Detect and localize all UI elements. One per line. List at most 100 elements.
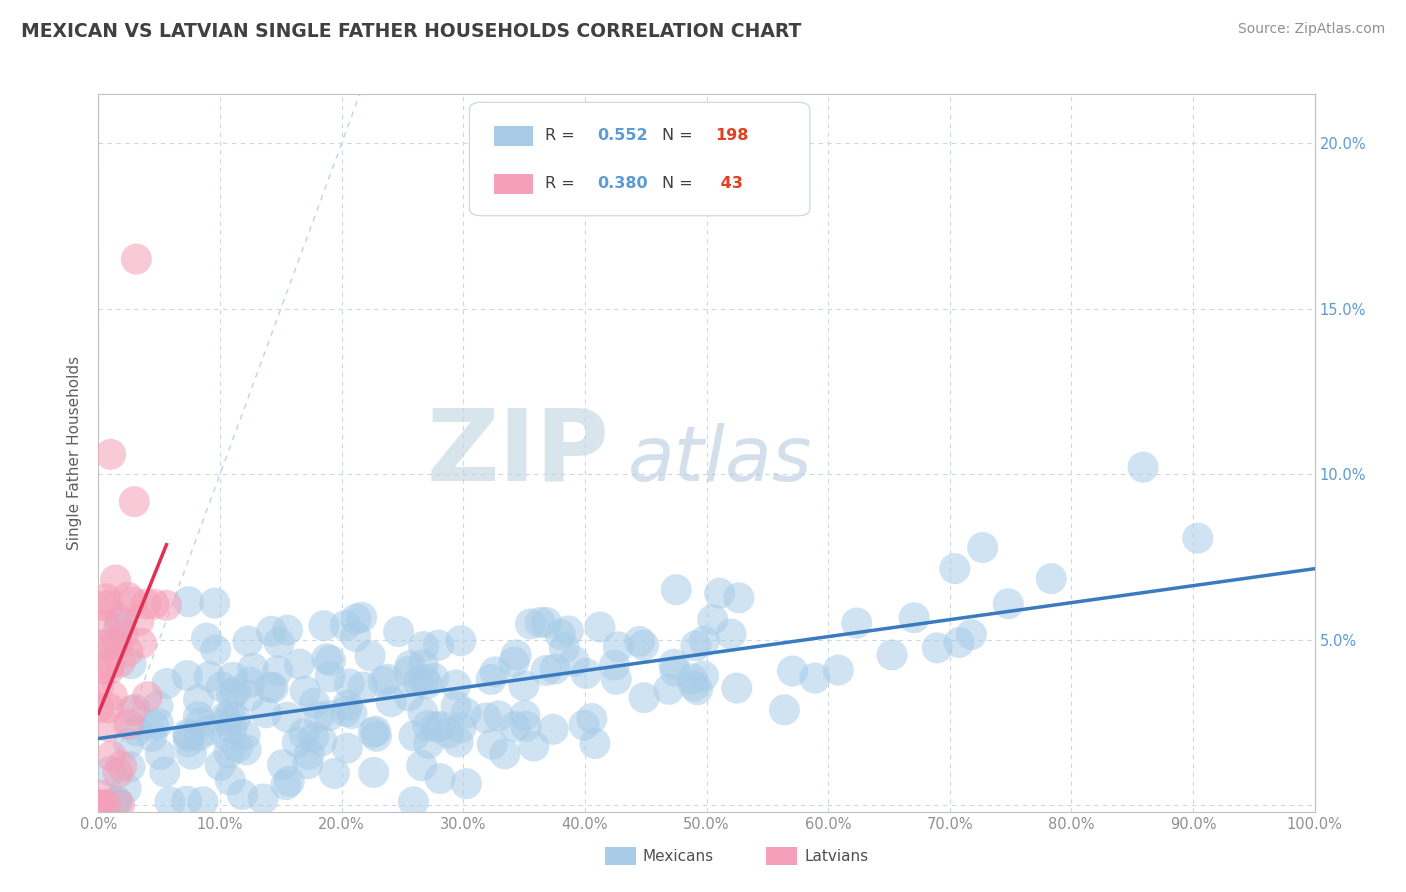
Mexicans <box>323 766 346 780</box>
Mexicans <box>662 657 685 672</box>
Mexicans <box>115 781 138 796</box>
Mexicans <box>425 720 447 734</box>
Mexicans <box>693 634 716 648</box>
Mexicans <box>366 729 388 743</box>
Mexicans <box>308 709 330 723</box>
Mexicans <box>262 681 284 695</box>
Mexicans <box>557 624 579 638</box>
Mexicans <box>238 689 260 703</box>
Latvians <box>135 597 157 611</box>
Latvians <box>97 719 120 733</box>
Mexicans <box>444 698 467 713</box>
Mexicans <box>204 643 226 657</box>
Latvians <box>89 638 111 652</box>
Text: N =: N = <box>661 128 697 143</box>
Mexicans <box>534 664 557 678</box>
Mexicans <box>422 671 444 685</box>
Mexicans <box>107 621 129 635</box>
Mexicans <box>304 696 326 710</box>
Latvians <box>89 663 111 677</box>
Mexicans <box>288 657 311 671</box>
Latvians <box>121 703 143 717</box>
Mexicans <box>572 718 595 732</box>
FancyBboxPatch shape <box>470 103 810 216</box>
Text: ZIP: ZIP <box>426 404 609 501</box>
Mexicans <box>231 788 253 802</box>
Mexicans <box>153 764 176 779</box>
Mexicans <box>94 638 117 652</box>
Mexicans <box>412 706 434 720</box>
Mexicans <box>276 623 298 637</box>
Mexicans <box>236 634 259 648</box>
Mexicans <box>683 679 706 693</box>
Latvians <box>89 798 111 813</box>
Text: MEXICAN VS LATVIAN SINGLE FATHER HOUSEHOLDS CORRELATION CHART: MEXICAN VS LATVIAN SINGLE FATHER HOUSEHO… <box>21 22 801 41</box>
Latvians <box>104 573 127 587</box>
Text: Latvians: Latvians <box>804 849 869 863</box>
Mexicans <box>260 624 283 639</box>
Latvians <box>117 717 139 731</box>
Mexicans <box>311 733 333 747</box>
Mexicans <box>880 648 903 662</box>
Mexicans <box>159 795 181 809</box>
Mexicans <box>156 676 179 690</box>
Mexicans <box>523 739 546 753</box>
Mexicans <box>117 737 139 751</box>
Mexicans <box>633 690 655 705</box>
Mexicans <box>773 703 796 717</box>
Mexicans <box>418 736 440 750</box>
Mexicans <box>503 720 526 734</box>
Mexicans <box>536 615 558 630</box>
Mexicans <box>725 681 748 695</box>
Mexicans <box>219 708 242 723</box>
Mexicans <box>285 735 308 749</box>
Mexicans <box>319 654 342 668</box>
Mexicans <box>214 710 236 724</box>
Mexicans <box>412 640 434 654</box>
Mexicans <box>402 729 425 743</box>
Mexicans <box>187 729 209 743</box>
Mexicans <box>513 679 536 693</box>
Mexicans <box>233 728 256 742</box>
Mexicans <box>146 699 169 714</box>
Mexicans <box>176 727 198 741</box>
Mexicans <box>335 618 357 632</box>
Latvians <box>100 749 122 764</box>
Latvians <box>108 798 131 813</box>
Mexicans <box>399 658 422 673</box>
Mexicans <box>224 685 246 699</box>
Mexicans <box>380 695 402 709</box>
FancyBboxPatch shape <box>494 126 533 146</box>
Mexicans <box>728 591 751 605</box>
Mexicans <box>454 706 477 721</box>
Latvians <box>108 615 131 630</box>
Mexicans <box>180 747 202 761</box>
Mexicans <box>149 747 172 762</box>
Mexicans <box>553 640 575 655</box>
Mexicans <box>124 702 146 716</box>
Mexicans <box>176 794 198 808</box>
Mexicans <box>804 671 827 685</box>
Latvians <box>94 591 117 606</box>
Mexicans <box>191 795 214 809</box>
Mexicans <box>481 737 503 751</box>
Mexicans <box>1040 572 1063 586</box>
Mexicans <box>363 765 385 780</box>
FancyBboxPatch shape <box>494 174 533 194</box>
Latvians <box>97 599 120 613</box>
Latvians <box>97 701 120 715</box>
Mexicans <box>1187 531 1209 545</box>
Latvians <box>110 759 132 773</box>
Mexicans <box>110 613 132 627</box>
Mexicans <box>103 795 125 809</box>
Mexicans <box>429 719 451 733</box>
Mexicans <box>337 677 360 691</box>
Latvians <box>107 765 129 780</box>
Latvians <box>121 595 143 609</box>
Latvians <box>87 700 110 714</box>
Y-axis label: Single Father Households: Single Father Households <box>67 356 83 549</box>
Mexicans <box>318 708 340 723</box>
Mexicans <box>529 615 551 630</box>
Latvians <box>131 636 153 650</box>
Mexicans <box>267 664 290 678</box>
